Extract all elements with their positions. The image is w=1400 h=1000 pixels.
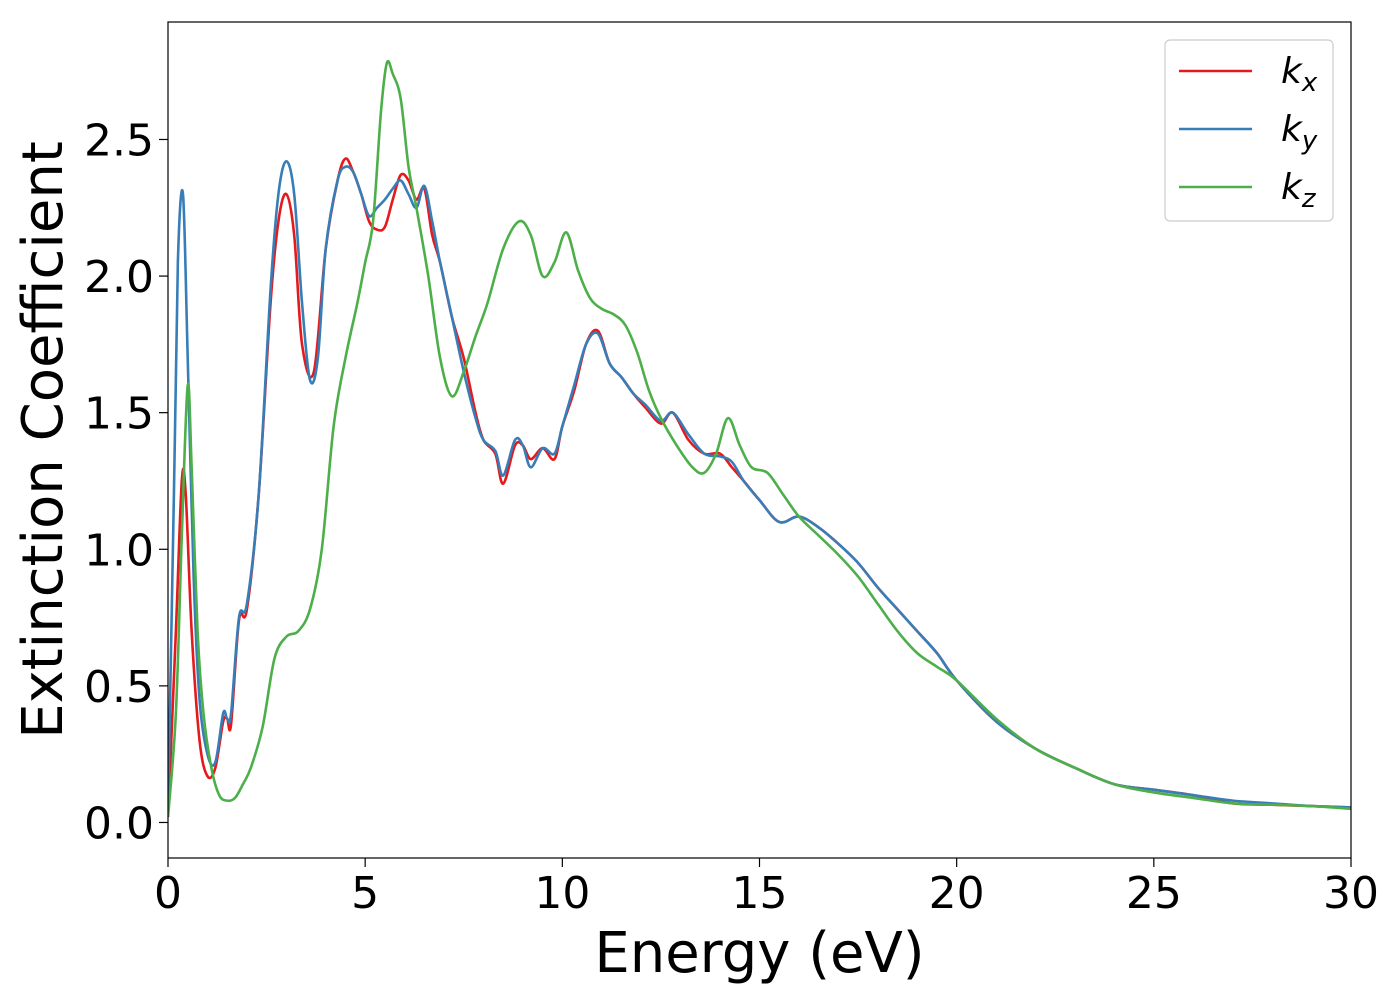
series-line-kz xyxy=(168,59,1351,818)
x-axis-title: Energy (eV) xyxy=(594,921,924,986)
legend-label-kz: kz xyxy=(1281,167,1317,214)
y-tick-label: 0.5 xyxy=(84,662,154,713)
series-line-kx xyxy=(168,157,1351,818)
series-line-ky xyxy=(168,160,1351,809)
x-tick-label: 30 xyxy=(1323,868,1379,919)
y-tick-label: 0.0 xyxy=(84,798,154,849)
y-axis-ticks: 0.0 0.5 1.0 1.5 2.0 2.5 xyxy=(84,115,168,849)
legend-box xyxy=(1164,39,1334,222)
legend-label-ky: ky xyxy=(1281,109,1318,156)
series-lines xyxy=(168,59,1351,818)
y-tick-label: 2.0 xyxy=(84,252,154,303)
y-tick-label: 2.5 xyxy=(84,115,154,166)
y-tick-label: 1.5 xyxy=(84,389,154,440)
x-tick-label: 15 xyxy=(732,868,788,919)
legend-label-kx: kx xyxy=(1281,51,1318,98)
y-tick-label: 1.0 xyxy=(84,525,154,576)
x-tick-label: 5 xyxy=(351,868,379,919)
x-axis-ticks: 0 5 10 15 20 25 30 xyxy=(154,858,1379,919)
x-tick-label: 20 xyxy=(929,868,985,919)
x-tick-label: 0 xyxy=(154,868,182,919)
legend: kx ky kz xyxy=(1164,39,1334,222)
x-tick-label: 25 xyxy=(1126,868,1182,919)
y-axis-title: Extinction Coefficient xyxy=(11,141,76,739)
x-tick-label: 10 xyxy=(534,868,590,919)
